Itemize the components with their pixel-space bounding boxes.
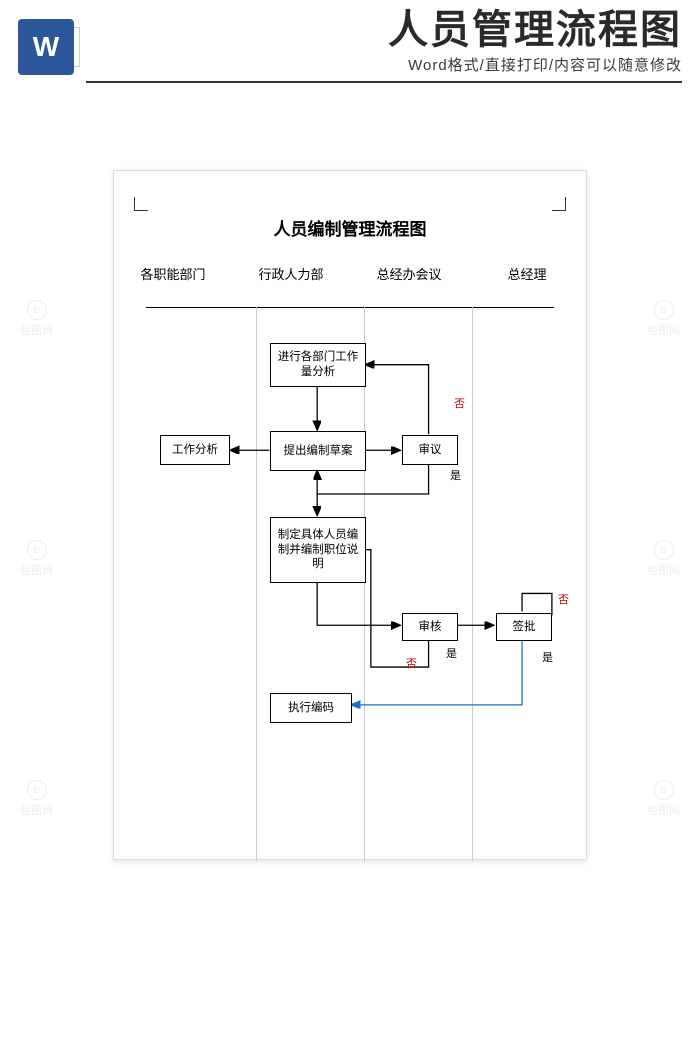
doc-title: 人员编制管理流程图 [114, 215, 586, 240]
crop-mark [552, 197, 566, 211]
header-bar: 人员管理流程图 Word格式/直接打印/内容可以随意修改 [0, 0, 700, 87]
decision-no-label: 否 [454, 395, 465, 411]
decision-yes-label: 是 [542, 649, 553, 665]
node-analysis: 进行各部门工作量分析 [270, 343, 366, 387]
decision-yes-label: 是 [450, 467, 461, 483]
lane-header: 总经办会议 [350, 262, 468, 288]
crop-mark [134, 197, 148, 211]
decision-no-label: 否 [558, 591, 569, 607]
node-audit: 审核 [402, 613, 458, 641]
swimlane-headers: 各职能部门 行政人力部 总经办会议 总经理 [114, 262, 586, 288]
decision-no-label: 否 [406, 655, 417, 671]
lane-header: 各职能部门 [114, 262, 232, 288]
sub-title: Word格式/直接打印/内容可以随意修改 [86, 54, 682, 75]
watermark: b包图网 [20, 300, 53, 338]
word-icon [18, 19, 74, 75]
decision-yes-label: 是 [446, 645, 457, 661]
title-block: 人员管理流程图 Word格式/直接打印/内容可以随意修改 [86, 10, 682, 83]
main-title: 人员管理流程图 [86, 10, 682, 50]
node-draft: 提出编制草案 [270, 431, 366, 471]
node-approve: 签批 [496, 613, 552, 641]
title-underline [86, 81, 682, 83]
node-execute: 执行编码 [270, 693, 352, 723]
node-review: 审议 [402, 435, 458, 465]
lane-header: 行政人力部 [232, 262, 350, 288]
node-compile: 制定具体人员编制并编制职位说明 [270, 517, 366, 583]
lane-header: 总经理 [468, 262, 586, 288]
document-page: 人员编制管理流程图 各职能部门 行政人力部 总经办会议 总经理 [113, 170, 587, 860]
node-work-analysis: 工作分析 [160, 435, 230, 465]
flowchart-edges [114, 307, 586, 859]
watermark: b包图网 [647, 300, 680, 338]
watermark: b包图网 [20, 780, 53, 818]
flowchart-canvas: 进行各部门工作量分析 提出编制草案 工作分析 审议 制定具体人员编制并编制职位说… [114, 307, 586, 859]
watermark: b包图网 [647, 540, 680, 578]
watermark: b包图网 [20, 540, 53, 578]
watermark: b包图网 [647, 780, 680, 818]
